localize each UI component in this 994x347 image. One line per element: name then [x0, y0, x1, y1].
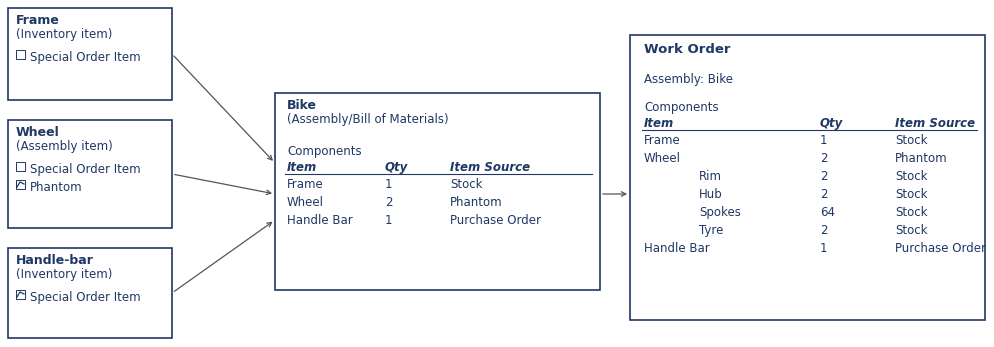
- FancyBboxPatch shape: [16, 162, 25, 171]
- Text: Assembly: Bike: Assembly: Bike: [643, 73, 733, 86]
- Text: Purchase Order: Purchase Order: [894, 242, 985, 255]
- Text: Tyre: Tyre: [699, 224, 723, 237]
- FancyBboxPatch shape: [16, 180, 25, 189]
- Text: Purchase Order: Purchase Order: [449, 214, 541, 227]
- Text: Wheel: Wheel: [643, 152, 680, 165]
- Text: Stock: Stock: [449, 178, 482, 191]
- FancyBboxPatch shape: [16, 50, 25, 59]
- Text: 1: 1: [385, 178, 392, 191]
- Text: Item Source: Item Source: [894, 117, 974, 130]
- Text: Frame: Frame: [286, 178, 323, 191]
- Text: Components: Components: [286, 145, 361, 158]
- Text: 2: 2: [819, 152, 827, 165]
- FancyBboxPatch shape: [629, 35, 984, 320]
- Text: Wheel: Wheel: [16, 126, 60, 139]
- Text: Qty: Qty: [819, 117, 842, 130]
- Text: 2: 2: [819, 188, 827, 201]
- Text: Qty: Qty: [385, 161, 408, 174]
- Text: Frame: Frame: [16, 14, 60, 27]
- Text: Stock: Stock: [894, 188, 926, 201]
- FancyBboxPatch shape: [16, 290, 25, 299]
- Text: Special Order Item: Special Order Item: [30, 291, 140, 304]
- Text: Stock: Stock: [894, 206, 926, 219]
- Text: Handle Bar: Handle Bar: [643, 242, 709, 255]
- Text: Item: Item: [643, 117, 674, 130]
- Text: 1: 1: [819, 134, 827, 147]
- Text: Work Order: Work Order: [643, 43, 730, 56]
- Text: (Assembly item): (Assembly item): [16, 140, 112, 153]
- Text: Special Order Item: Special Order Item: [30, 163, 140, 176]
- Text: Frame: Frame: [643, 134, 680, 147]
- Text: 2: 2: [819, 170, 827, 183]
- Text: Bike: Bike: [286, 99, 317, 112]
- Text: 64: 64: [819, 206, 834, 219]
- FancyBboxPatch shape: [274, 93, 599, 290]
- Text: Wheel: Wheel: [286, 196, 324, 209]
- Text: Phantom: Phantom: [894, 152, 946, 165]
- Text: Phantom: Phantom: [30, 181, 83, 194]
- Text: 2: 2: [385, 196, 392, 209]
- Text: 1: 1: [385, 214, 392, 227]
- FancyBboxPatch shape: [8, 120, 172, 228]
- Text: Item: Item: [286, 161, 317, 174]
- Text: Stock: Stock: [894, 170, 926, 183]
- Text: Stock: Stock: [894, 134, 926, 147]
- Text: (Assembly/Bill of Materials): (Assembly/Bill of Materials): [286, 113, 448, 126]
- FancyBboxPatch shape: [8, 248, 172, 338]
- FancyBboxPatch shape: [8, 8, 172, 100]
- Text: 2: 2: [819, 224, 827, 237]
- Text: Hub: Hub: [699, 188, 722, 201]
- Text: Special Order Item: Special Order Item: [30, 51, 140, 64]
- Text: Components: Components: [643, 101, 718, 114]
- Text: (Inventory item): (Inventory item): [16, 28, 112, 41]
- Text: Phantom: Phantom: [449, 196, 502, 209]
- Text: 1: 1: [819, 242, 827, 255]
- Text: Handle Bar: Handle Bar: [286, 214, 353, 227]
- Text: Spokes: Spokes: [699, 206, 741, 219]
- Text: Handle-bar: Handle-bar: [16, 254, 93, 267]
- Text: Rim: Rim: [699, 170, 722, 183]
- Text: Stock: Stock: [894, 224, 926, 237]
- Text: (Inventory item): (Inventory item): [16, 268, 112, 281]
- Text: Item Source: Item Source: [449, 161, 530, 174]
